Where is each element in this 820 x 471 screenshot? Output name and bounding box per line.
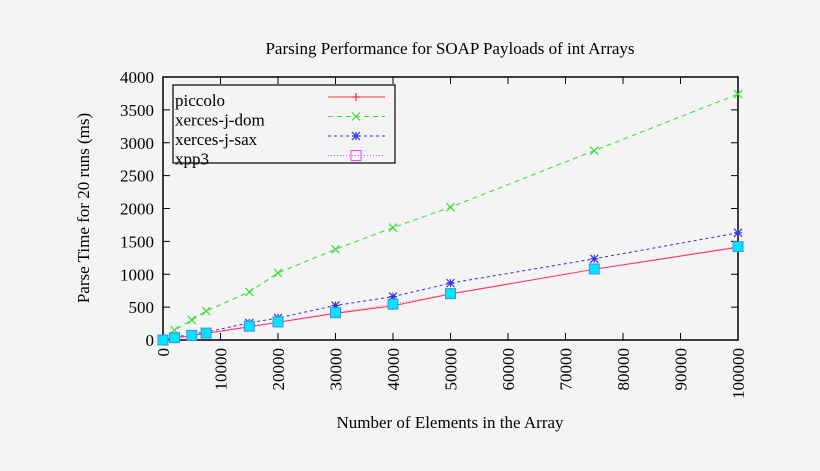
legend-label: xerces-j-dom xyxy=(175,111,265,130)
x-tick-label: 20000 xyxy=(269,348,288,391)
y-tick-label: 0 xyxy=(146,331,155,350)
x-tick-label: 0 xyxy=(154,348,173,357)
x-marker xyxy=(187,315,197,325)
star-marker xyxy=(351,131,361,141)
star-marker xyxy=(388,292,398,302)
square-marker xyxy=(350,150,362,161)
x-tick-label: 30000 xyxy=(327,348,346,391)
legend-label: xpp3 xyxy=(175,150,209,169)
series-line xyxy=(162,93,739,341)
x-tick-label: 100000 xyxy=(729,348,748,399)
x-tick-label: 10000 xyxy=(212,348,231,391)
square-marker xyxy=(330,307,341,319)
square-marker xyxy=(169,332,180,344)
y-tick-label: 500 xyxy=(129,298,155,317)
y-tick-label: 4000 xyxy=(120,68,154,87)
x-tick-label: 60000 xyxy=(499,348,518,391)
x-marker xyxy=(351,112,361,121)
square-marker xyxy=(387,298,399,310)
chart-title: Parsing Performance for SOAP Payloads of… xyxy=(265,39,634,58)
series-xpp3 xyxy=(157,241,744,346)
legend-label: piccolo xyxy=(175,91,225,110)
x-marker xyxy=(733,89,743,99)
x-marker xyxy=(446,202,455,212)
square-marker xyxy=(732,241,744,253)
x-axis-label: Number of Elements in the Array xyxy=(336,413,564,432)
x-tick-label: 50000 xyxy=(442,348,461,391)
square-marker xyxy=(445,288,456,300)
star-marker xyxy=(446,278,455,288)
plus-marker xyxy=(352,93,360,101)
x-marker xyxy=(201,306,211,316)
y-tick-label: 2500 xyxy=(120,167,154,186)
x-marker xyxy=(388,223,398,232)
square-marker xyxy=(200,327,212,339)
square-marker xyxy=(588,263,600,275)
star-marker xyxy=(331,301,340,310)
legend-box xyxy=(172,84,396,164)
x-tick-label: 70000 xyxy=(557,348,576,391)
x-marker xyxy=(273,268,283,278)
square-marker xyxy=(157,334,169,346)
y-tick-label: 3500 xyxy=(120,101,154,120)
legend-label: xerces-j-sax xyxy=(175,130,258,149)
x-marker xyxy=(244,287,254,297)
square-marker xyxy=(243,320,255,332)
star-marker xyxy=(733,228,743,238)
x-marker xyxy=(589,146,599,156)
y-tick-label: 1500 xyxy=(120,232,154,251)
square-marker xyxy=(186,329,198,341)
y-axis-label: Parse Time for 20 runs (ms) xyxy=(74,113,93,303)
y-tick-label: 3000 xyxy=(120,134,154,153)
x-marker xyxy=(331,244,340,254)
x-tick-label: 90000 xyxy=(672,348,691,391)
series-line xyxy=(162,246,739,341)
x-tick-label: 80000 xyxy=(614,348,633,391)
star-marker xyxy=(589,254,599,264)
x-tick-label: 40000 xyxy=(384,348,403,391)
y-tick-label: 1000 xyxy=(120,265,154,284)
y-tick-label: 2000 xyxy=(120,200,154,219)
square-marker xyxy=(272,316,284,328)
